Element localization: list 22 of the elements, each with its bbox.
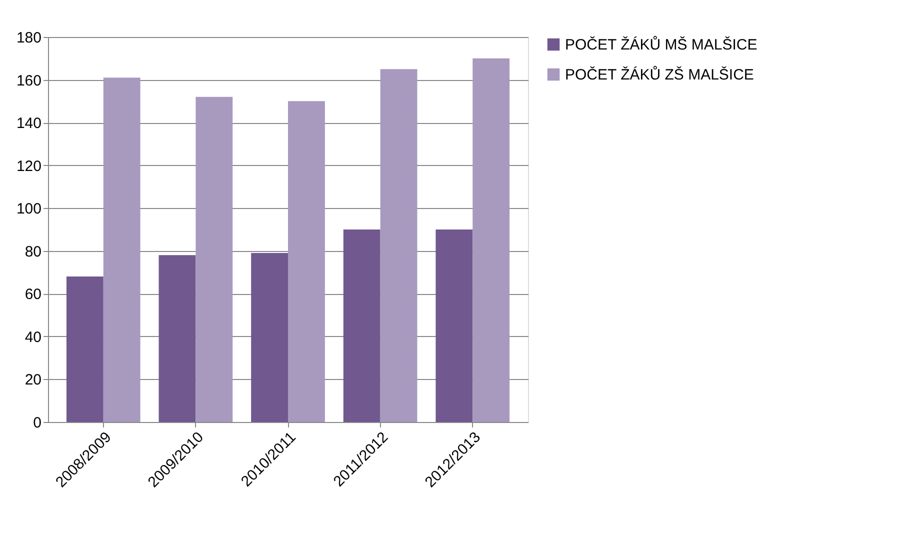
bar [103,78,140,422]
bar [66,276,104,422]
y-tick-label: 0 [33,414,42,432]
y-tick-label: 180 [16,30,42,46]
bar [158,255,196,422]
y-tick-label: 40 [24,328,42,346]
y-tick-label: 160 [16,72,42,90]
y-tick-label: 80 [24,243,42,260]
legend-label: POČET ŽÁKŮ MŠ MALŠICE [565,36,758,54]
y-tick-label: 20 [24,372,42,389]
bar [288,101,325,422]
y-tick-label: 60 [24,286,42,304]
y-tick-label: 140 [16,115,42,132]
bar [196,96,233,422]
y-tick-label: 120 [16,158,42,175]
bar [343,230,380,422]
bar [380,69,418,422]
bar [472,58,510,422]
y-tick-label: 100 [16,200,42,218]
bar [251,253,288,422]
bar [436,230,473,422]
legend-label: POČET ŽÁKŮ ZŠ MALŠICE [565,66,754,84]
